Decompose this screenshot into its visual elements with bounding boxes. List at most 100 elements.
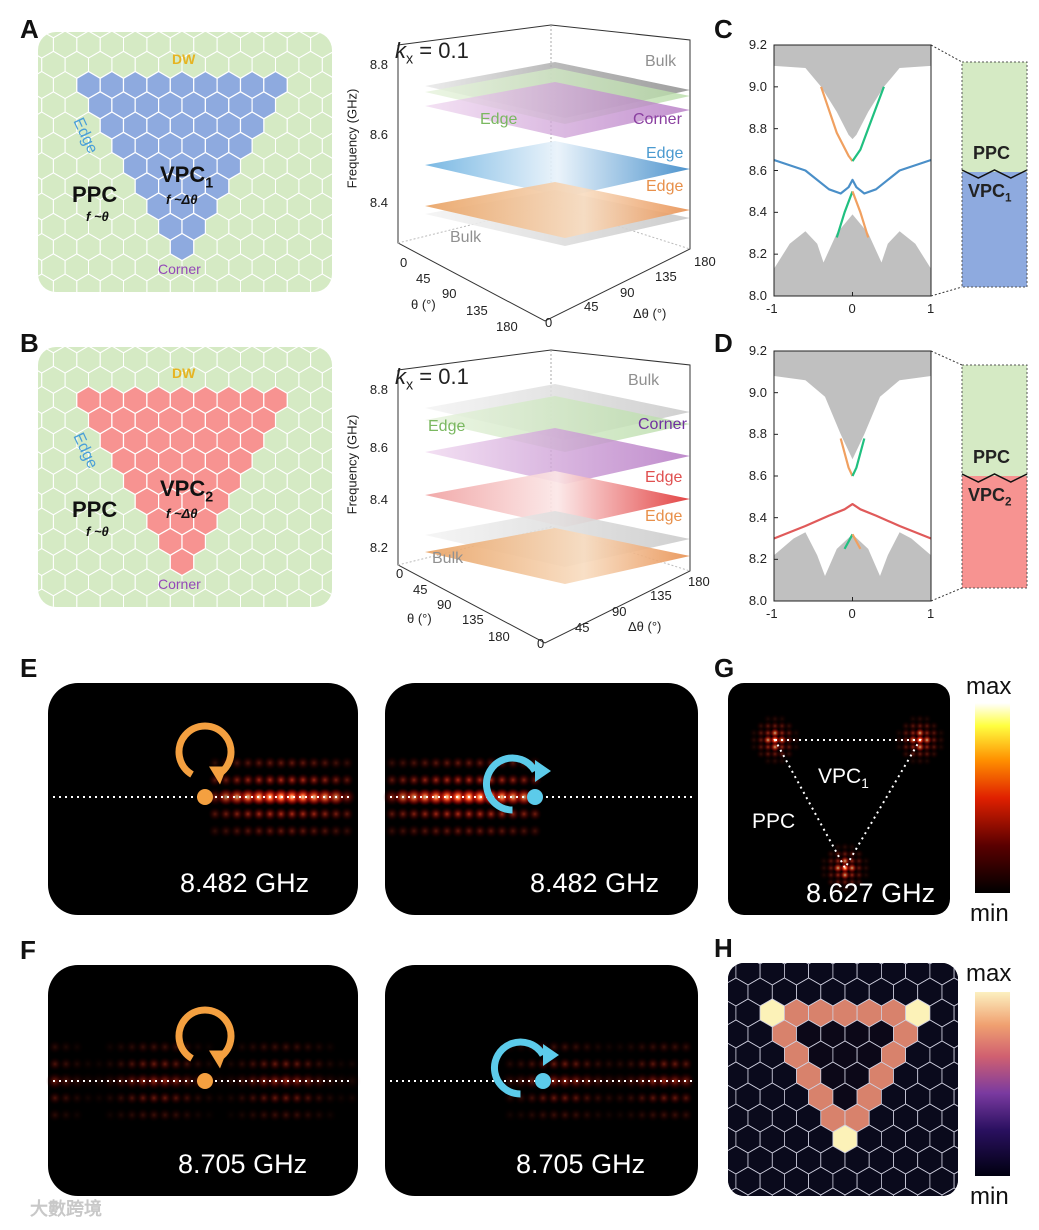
corner-mode-spot bbox=[777, 728, 787, 738]
hex-cell bbox=[663, 1209, 687, 1230]
ppc-hex bbox=[0, 447, 18, 474]
field-spot bbox=[230, 824, 244, 838]
ppc-hex bbox=[357, 72, 380, 99]
x-tick-label: -1 bbox=[766, 606, 778, 621]
field-spot bbox=[591, 1091, 605, 1105]
field-spot bbox=[285, 807, 299, 821]
ppc-hex bbox=[147, 306, 170, 333]
field-spot bbox=[580, 1040, 594, 1054]
ppc-hex bbox=[53, 306, 76, 333]
field-spot bbox=[451, 824, 465, 838]
field-spot bbox=[208, 807, 222, 821]
hex-cell bbox=[736, 915, 760, 943]
ppc-hex bbox=[0, 609, 18, 636]
field-spot bbox=[252, 824, 266, 838]
ppc-hex bbox=[321, 131, 332, 160]
hex-cell bbox=[906, 915, 930, 943]
field-spot bbox=[257, 1091, 271, 1105]
arrowhead-icon bbox=[535, 760, 551, 782]
hex-cell bbox=[906, 1209, 930, 1230]
field-spot bbox=[296, 773, 310, 787]
ppc-hex bbox=[89, 609, 112, 636]
bulk-band-lower bbox=[774, 532, 931, 601]
corner-mode-spot bbox=[847, 870, 857, 880]
panel-a-lattice bbox=[7, 0, 380, 321]
field-spot bbox=[81, 1057, 95, 1071]
corner-mode-spot bbox=[833, 863, 843, 873]
ppc-hex bbox=[264, 0, 287, 18]
field-spot bbox=[407, 773, 421, 787]
hex-cell bbox=[930, 1209, 954, 1230]
ppc-hex bbox=[287, 306, 310, 333]
ppc-hex bbox=[252, 294, 275, 321]
ppc-hex bbox=[229, 609, 252, 636]
ppc-hex bbox=[53, 0, 76, 18]
ppc-hex bbox=[287, 0, 310, 18]
field-spot bbox=[624, 1091, 638, 1105]
kx-val: = 0.1 bbox=[413, 364, 469, 389]
corner-mode-spot bbox=[894, 735, 904, 745]
ppc-hex bbox=[322, 294, 345, 321]
ppc-hex bbox=[334, 274, 357, 301]
dtheta-tick: 135 bbox=[655, 269, 677, 284]
band-corner-edge bbox=[773, 503, 932, 540]
freq-label-g: 8.627 GHz bbox=[806, 878, 936, 908]
ppc-hex bbox=[321, 446, 332, 475]
panel-b-lattice bbox=[0, 306, 392, 636]
ppc-hex bbox=[369, 407, 392, 434]
field-spot bbox=[517, 807, 531, 821]
ppc-hex bbox=[0, 528, 18, 555]
x-tick-label: 1 bbox=[927, 606, 935, 621]
field-spot bbox=[646, 1108, 660, 1122]
vpc-f-label-a: f ~Δθ bbox=[166, 192, 198, 207]
field-spot bbox=[657, 1057, 671, 1071]
field-spot bbox=[70, 1091, 84, 1105]
bulk-band-lower bbox=[774, 214, 931, 296]
ppc-hex bbox=[205, 609, 228, 636]
field-spot bbox=[48, 1091, 62, 1105]
field-spot bbox=[268, 1057, 282, 1071]
corner-label-b: Corner bbox=[158, 576, 201, 592]
ppc-hex bbox=[346, 294, 369, 321]
ppc-hex bbox=[159, 609, 182, 636]
ppc-hex bbox=[7, 112, 30, 139]
ppc-hex bbox=[170, 306, 193, 333]
field-spot bbox=[602, 1091, 616, 1105]
corner-mode-spot bbox=[908, 714, 918, 724]
hex-cell bbox=[1003, 1209, 1027, 1230]
ppc-hex bbox=[321, 91, 332, 120]
corner-mode-spot bbox=[908, 742, 918, 752]
corner-mode-spot bbox=[861, 856, 871, 866]
corner-mode-spot bbox=[763, 714, 773, 724]
field-spot bbox=[279, 1057, 293, 1071]
field-spot bbox=[323, 1057, 337, 1071]
ppc-hex bbox=[299, 294, 322, 321]
corner-mode-spot bbox=[756, 742, 766, 752]
field-spot bbox=[495, 773, 509, 787]
ytick: 8.4 bbox=[369, 492, 388, 507]
corner-mode-spot bbox=[833, 842, 843, 852]
field-spot bbox=[506, 824, 520, 838]
ppc-hex bbox=[112, 294, 135, 321]
ppc-hex bbox=[100, 0, 123, 18]
corner-mode-spot bbox=[784, 728, 794, 738]
hex-cell bbox=[953, 1166, 958, 1196]
ppc-hex bbox=[369, 326, 392, 353]
band-upper-green bbox=[851, 438, 866, 477]
field-spot bbox=[495, 824, 509, 838]
field-spot bbox=[125, 1057, 139, 1071]
band-plots bbox=[773, 44, 1028, 602]
ppc-hex bbox=[18, 294, 41, 321]
field-spot bbox=[396, 824, 410, 838]
field-spot bbox=[668, 1108, 682, 1122]
field-spot bbox=[657, 1091, 671, 1105]
field-spot bbox=[440, 756, 454, 770]
ppc-hex bbox=[0, 387, 7, 414]
corner-mode-spot bbox=[763, 721, 773, 731]
hex-cell bbox=[1015, 1062, 1039, 1090]
corner-mode-spot bbox=[922, 714, 932, 724]
ppc-hex bbox=[7, 193, 30, 220]
field-spot bbox=[241, 824, 255, 838]
hex-cell bbox=[833, 915, 857, 943]
ppc-hex bbox=[357, 508, 380, 535]
